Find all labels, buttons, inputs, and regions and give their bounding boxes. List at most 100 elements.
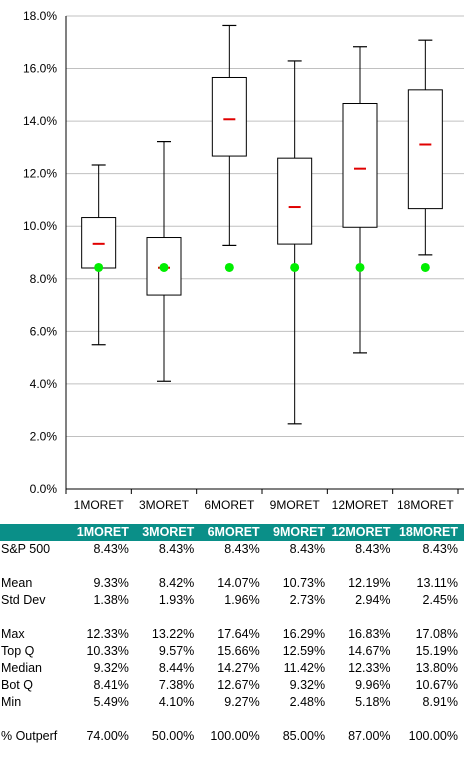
sp500-point (94, 262, 104, 272)
column-header: 3MORET (134, 524, 201, 541)
stat-cell: 12.59% (282, 644, 326, 658)
stat-cell: 8.41% (93, 678, 129, 692)
chart-svg: 0.0% 2.0% 4.0% 6.0% 8.0% 10.0% 12.0% 14.0% 16.0%… (23, 9, 464, 512)
stat-cell: 12.33% (348, 661, 391, 675)
stat-cell: 9.57% (158, 644, 195, 658)
stats-table: 1MORET 3MORET 6MORET 9MORET 12MORET 18MORET S… (0, 524, 464, 745)
y-tick-label: 6.0% (30, 324, 58, 338)
stat-cell: 14.07% (217, 576, 260, 590)
stat-cell: 8.43% (93, 542, 129, 556)
stat-cell: 100.00% (408, 729, 458, 743)
stats-row: Min 5.49% 4.10% 9.27% 2.48% 5.18% 8.91% (0, 694, 464, 711)
stat-cell: 13.80% (415, 661, 458, 675)
spacer-row (0, 711, 464, 728)
stat-cell: 2.94% (355, 593, 391, 607)
quartile-box (211, 76, 247, 157)
y-tick-label: 0.0% (30, 482, 58, 496)
x-tick-label: 18MORET (397, 498, 454, 512)
row-label: Bot Q (1, 678, 33, 692)
x-tick-label: 9MORET (270, 498, 321, 512)
stat-cell: 12.19% (348, 576, 391, 590)
x-tick-label: 1MORET (74, 498, 125, 512)
spacer-row (0, 609, 464, 626)
quartile-box (342, 103, 378, 228)
stat-cell: 10.33% (86, 644, 129, 658)
stat-cell: 74.00% (86, 729, 129, 743)
column-header: 9MORET (265, 524, 332, 541)
stat-cell: 2.48% (289, 695, 326, 709)
stat-cell: 15.19% (415, 644, 458, 658)
stat-cell: 7.38% (158, 678, 195, 692)
spacer-cell (0, 711, 464, 728)
header-blank-cell (0, 524, 70, 541)
stats-row: % Outperf 74.00% 50.00% 100.00% 85.00% 87.00%… (0, 728, 464, 745)
stat-cell: 12.67% (217, 678, 260, 692)
stats-header-row: 1MORET 3MORET 6MORET 9MORET 12MORET 18MORET (0, 524, 464, 541)
stat-cell: 9.33% (93, 576, 129, 590)
column-header: 1MORET (69, 524, 135, 541)
y-tick-label: 4.0% (30, 377, 58, 391)
stat-cell: 17.08% (415, 627, 458, 641)
stat-cell: 15.66% (217, 644, 260, 658)
quartile-box (277, 157, 313, 245)
row-label: Mean (1, 576, 33, 590)
y-tick-label: 2.0% (30, 429, 58, 443)
y-tick-label: 10.0% (23, 219, 57, 233)
row-label: Max (1, 627, 25, 641)
stat-cell: 8.44% (158, 661, 195, 675)
stat-cell: 13.11% (416, 576, 458, 590)
y-tick-label: 8.0% (30, 272, 58, 286)
stat-cell: 8.43% (289, 542, 326, 556)
spacer-cell (0, 558, 464, 575)
stat-cell: 12.33% (86, 627, 129, 641)
stats-row: Mean 9.33% 8.42% 14.07% 10.73% 12.19% 13.11% (0, 575, 464, 592)
stat-cell: 8.43% (355, 542, 391, 556)
box-plot-chart: 0.0% 2.0% 4.0% 6.0% 8.0% 10.0% 12.0% 14.0% 16.0%… (23, 9, 464, 512)
y-tick-label: 18.0% (23, 9, 57, 23)
stats-row: Median 9.32% 8.44% 14.27% 11.42% 12.33% 13.80% (0, 660, 464, 677)
stat-cell: 10.73% (282, 576, 326, 590)
stat-cell: 8.43% (224, 542, 260, 556)
stat-cell: 8.91% (422, 695, 458, 709)
spacer-cell (0, 609, 464, 626)
y-tick-label: 16.0% (23, 62, 57, 76)
stat-cell: 16.83% (348, 627, 391, 641)
stat-cell: 11.42% (283, 661, 326, 675)
row-label: Std Dev (1, 593, 46, 607)
stat-cell: 4.10% (158, 695, 195, 709)
row-label: Top Q (1, 644, 35, 658)
stat-cell: 100.00% (210, 729, 260, 743)
row-label: Min (1, 695, 22, 709)
y-tick-label: 14.0% (23, 114, 57, 128)
stat-cell: 9.32% (289, 678, 326, 692)
quartile-box (407, 89, 443, 210)
sp500-point (290, 262, 300, 272)
stats-row: Max 12.33% 13.22% 17.64% 16.29% 16.83% 17.08% (0, 626, 464, 643)
row-label: % Outperf (1, 729, 58, 743)
stat-cell: 10.67% (415, 678, 458, 692)
stat-cell: 50.00% (151, 729, 195, 743)
stat-cell: 1.93% (158, 593, 195, 607)
sp500-point (420, 262, 430, 272)
stat-cell: 14.27% (217, 661, 260, 675)
stat-cell: 2.73% (289, 593, 326, 607)
stat-cell: 14.67% (348, 644, 391, 658)
x-tick-label: 6MORET (204, 498, 255, 512)
stat-cell: 8.42% (158, 576, 195, 590)
stats-row: Bot Q 8.41% 7.38% 12.67% 9.32% 9.96% 10.67% (0, 677, 464, 694)
spacer-row (0, 558, 464, 575)
column-header: 12MORET (331, 524, 397, 541)
stat-cell: 17.64% (217, 627, 260, 641)
row-label: Median (1, 661, 42, 675)
sp500-point (355, 262, 365, 272)
stats-row: Std Dev 1.38% 1.93% 1.96% 2.73% 2.94% 2.45% (0, 592, 464, 609)
stats-row: Top Q 10.33% 9.57% 15.66% 12.59% 14.67% 15.19% (0, 643, 464, 660)
stat-cell: 13.22% (151, 627, 195, 641)
sp500-point (224, 262, 234, 272)
row-label: S&P 500 (1, 542, 51, 556)
x-tick-label: 3MORET (139, 498, 190, 512)
stat-cell: 5.49% (93, 695, 129, 709)
stat-cell: 9.27% (224, 695, 260, 709)
y-tick-label: 12.0% (23, 167, 57, 181)
stat-cell: 9.96% (355, 678, 391, 692)
